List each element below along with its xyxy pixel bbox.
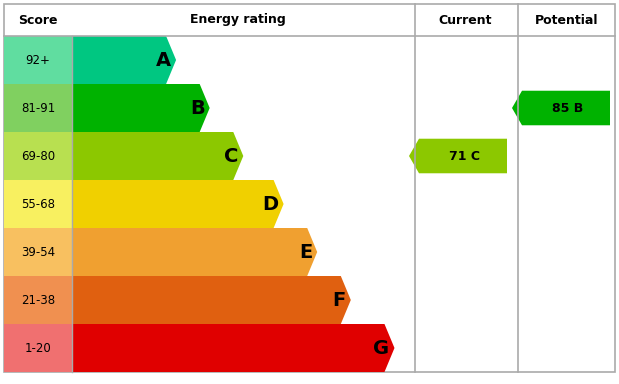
FancyBboxPatch shape <box>4 324 72 372</box>
Polygon shape <box>72 228 317 276</box>
Polygon shape <box>72 36 176 84</box>
FancyBboxPatch shape <box>4 276 72 324</box>
Text: 71 C: 71 C <box>449 149 480 162</box>
Polygon shape <box>512 91 610 125</box>
Text: 39-54: 39-54 <box>21 245 55 258</box>
Polygon shape <box>72 84 210 132</box>
FancyBboxPatch shape <box>4 84 72 132</box>
Text: Current: Current <box>438 13 491 26</box>
Text: C: C <box>224 147 238 166</box>
Text: 69-80: 69-80 <box>21 149 55 162</box>
Text: D: D <box>262 195 279 214</box>
Text: Score: Score <box>18 13 58 26</box>
FancyBboxPatch shape <box>4 180 72 228</box>
Text: 85 B: 85 B <box>552 101 584 114</box>
Text: 81-91: 81-91 <box>21 101 55 114</box>
Polygon shape <box>409 139 507 173</box>
Text: B: B <box>190 99 205 118</box>
FancyBboxPatch shape <box>4 4 615 372</box>
FancyBboxPatch shape <box>4 228 72 276</box>
Text: Energy rating: Energy rating <box>189 13 285 26</box>
Text: E: E <box>299 243 312 262</box>
Polygon shape <box>72 324 394 372</box>
Text: Potential: Potential <box>535 13 598 26</box>
Text: 21-38: 21-38 <box>21 293 55 306</box>
Text: 92+: 92+ <box>25 53 50 66</box>
Text: F: F <box>332 291 346 310</box>
Text: 55-68: 55-68 <box>21 197 55 210</box>
Text: 1-20: 1-20 <box>25 341 51 354</box>
Text: G: G <box>373 339 389 358</box>
FancyBboxPatch shape <box>4 132 72 180</box>
Polygon shape <box>72 180 284 228</box>
Polygon shape <box>72 132 243 180</box>
FancyBboxPatch shape <box>4 36 72 84</box>
Text: A: A <box>156 51 171 70</box>
Polygon shape <box>72 276 351 324</box>
